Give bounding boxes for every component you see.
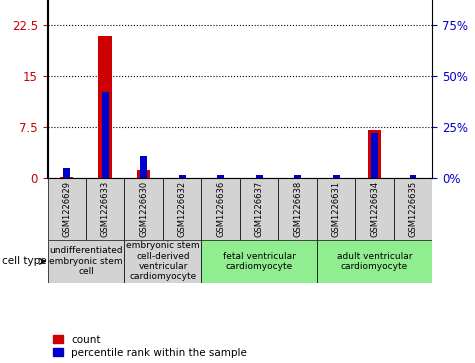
Text: adult ventricular
cardiomyocyte: adult ventricular cardiomyocyte (337, 252, 412, 271)
Bar (394, 178, 432, 240)
Bar (371, 133, 378, 178)
Bar (48, 178, 86, 240)
Text: GSM1226631: GSM1226631 (332, 181, 341, 237)
Bar (124, 178, 163, 240)
Bar (163, 178, 201, 240)
Bar (332, 175, 340, 178)
Bar (63, 168, 70, 178)
Text: GSM1226637: GSM1226637 (255, 181, 264, 237)
Bar (355, 178, 394, 240)
Bar (86, 178, 124, 240)
Text: fetal ventricular
cardiomyocyte: fetal ventricular cardiomyocyte (223, 252, 295, 271)
Text: embryonic stem
cell-derived
ventricular
cardiomyocyte: embryonic stem cell-derived ventricular … (126, 241, 200, 281)
Bar (48, 240, 124, 283)
Bar (317, 240, 432, 283)
Bar (137, 170, 151, 178)
Bar (140, 155, 147, 178)
Bar (98, 36, 112, 178)
Text: GSM1226629: GSM1226629 (62, 181, 71, 237)
Bar (278, 178, 317, 240)
Bar (102, 93, 109, 178)
Text: GSM1226638: GSM1226638 (293, 181, 302, 237)
Text: GSM1226634: GSM1226634 (370, 181, 379, 237)
Bar (240, 178, 278, 240)
Bar (201, 240, 317, 283)
Text: GSM1226633: GSM1226633 (101, 181, 110, 237)
Legend: count, percentile rank within the sample: count, percentile rank within the sample (53, 335, 247, 358)
Text: GSM1226636: GSM1226636 (216, 181, 225, 237)
Bar (179, 175, 186, 178)
Text: GSM1226632: GSM1226632 (178, 181, 187, 237)
Bar (409, 175, 417, 178)
Text: GSM1226635: GSM1226635 (408, 181, 418, 237)
Bar (317, 178, 355, 240)
Text: cell type: cell type (2, 256, 47, 266)
Text: undifferentiated
embryonic stem
cell: undifferentiated embryonic stem cell (49, 246, 123, 276)
Bar (217, 175, 224, 178)
Bar (294, 175, 301, 178)
Text: GSM1226630: GSM1226630 (139, 181, 148, 237)
Bar (368, 130, 381, 178)
Bar (201, 178, 240, 240)
Bar (60, 177, 74, 178)
Bar (124, 240, 201, 283)
Bar (256, 175, 263, 178)
